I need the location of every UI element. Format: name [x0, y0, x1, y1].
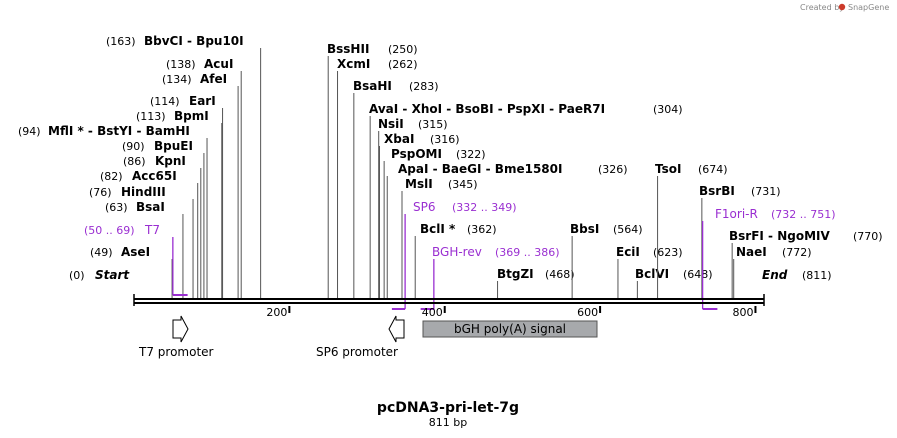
site-name-label: BsrFI - NgoMIV [729, 229, 830, 243]
site-name-label: XbaI [384, 132, 414, 146]
site-position-label: (90) [122, 140, 145, 153]
snapgene-logo-icon [838, 3, 846, 11]
site-position-label: (262) [388, 58, 418, 71]
feature-label-bgh-polya: bGH poly(A) signal [454, 322, 566, 336]
site-position-label: (772) [782, 246, 812, 259]
site-position-label: (345) [448, 178, 478, 191]
site-name-label: TsoI [655, 162, 681, 176]
site-name-label: BclI * [420, 222, 456, 236]
site-name-label: AvaI - XhoI - BsoBI - PspXI - PaeR7I [369, 102, 605, 116]
site-name-label: BtgZI [497, 267, 534, 281]
primer-name-label: BGH-rev [432, 245, 482, 259]
site-name-label: NaeI [736, 245, 767, 259]
sp6-promoter-arrow-icon [388, 315, 405, 343]
site-name-label: BsaI [136, 200, 165, 214]
primer-range-label: (332 .. 349) [452, 201, 517, 214]
site-position-label: (362) [467, 223, 497, 236]
site-position-label: (250) [388, 43, 418, 56]
site-position-label: (138) [166, 58, 196, 71]
primer-range-label: (732 .. 751) [771, 208, 836, 221]
feature-sp6-promoter: SP6 promoter [316, 315, 405, 359]
site-name-label: BsaHI [353, 79, 392, 93]
site-position-label: (326) [598, 163, 628, 176]
site-name-label: BclVI [635, 267, 669, 281]
primer-name-label: T7 [144, 223, 160, 237]
site-name-label: NsiI [378, 117, 404, 131]
site-position-label: (770) [853, 230, 883, 243]
site-position-label: (76) [89, 186, 112, 199]
site-name-label: EarI [189, 94, 216, 108]
site-name-label: KpnI [155, 154, 186, 168]
site-name-label: BpmI [174, 109, 209, 123]
site-name-label: HindIII [121, 185, 166, 199]
site-name-label: XcmI [337, 57, 370, 71]
t7-promoter-arrow-icon [172, 315, 189, 343]
site-position-label: (63) [105, 201, 128, 214]
site-name-label: BpuEI [154, 139, 193, 153]
ruler-tick-label: 200 [266, 306, 287, 319]
site-position-label: (163) [106, 35, 136, 48]
site-name-label: Start [95, 268, 130, 282]
feature-t7-promoter: T7 promoter [138, 315, 214, 359]
site-name-label: BbvCI - Bpu10I [144, 34, 244, 48]
map-length: 811 bp [429, 416, 467, 429]
primer-name-label: SP6 [413, 200, 436, 214]
bgh-polya-box [422, 320, 598, 338]
site-position-label: (82) [100, 170, 123, 183]
site-name-label: ApaI - BaeGI - Bme1580I [398, 162, 562, 176]
site-name-label: AseI [121, 245, 150, 259]
site-name-label: AfeI [200, 72, 227, 86]
ruler-tick-label: 600 [577, 306, 598, 319]
site-position-label: (283) [409, 80, 439, 93]
site-position-label: (674) [698, 163, 728, 176]
site-position-label: (86) [123, 155, 146, 168]
site-position-label: (811) [802, 269, 832, 282]
site-position-label: (315) [418, 118, 448, 131]
ruler-tick-label: 800 [732, 306, 753, 319]
site-position-label: (0) [69, 269, 85, 282]
site-name-label: PspOMI [391, 147, 442, 161]
primers: T7 (50 .. 69) SP6 (332 .. 349) BGH-rev (369 .… [84, 200, 836, 310]
site-position-label: (731) [751, 185, 781, 198]
map-title: pcDNA3-pri-let-7g [377, 400, 519, 416]
ruler: 200 400 600 800 [266, 306, 757, 319]
site-position-label: (114) [150, 95, 180, 108]
site-position-label: (623) [653, 246, 683, 259]
feature-label-t7-promoter: T7 promoter [138, 345, 214, 359]
site-position-label: (49) [90, 246, 113, 259]
site-position-label: (468) [545, 268, 575, 281]
brand: Created by SnapGene [800, 3, 889, 12]
site-position-label: (316) [430, 133, 460, 146]
feature-bgh-polya: bGH poly(A) signal [422, 320, 598, 338]
site-position-label: (304) [653, 103, 683, 116]
site-name-label: MslI [405, 177, 433, 191]
site-position-label: (648) [683, 268, 713, 281]
site-position-label: (94) [18, 125, 41, 138]
site-name-label: BssHII [327, 42, 369, 56]
site-name-label: EciI [616, 245, 640, 259]
site-name-label: BbsI [570, 222, 599, 236]
site-name-label: End [762, 268, 788, 282]
site-name-label: BsrBI [699, 184, 735, 198]
primer-range-label: (50 .. 69) [84, 224, 135, 237]
site-position-label: (134) [162, 73, 192, 86]
site-position-label: (113) [136, 110, 166, 123]
restriction-sites: Start (0) AseI (49) BsaI (63) HindIII (76) Acc65… [18, 34, 883, 298]
site-name-label: MflI * - BstYI - BamHI [48, 124, 190, 138]
brand-prefix: Created by [800, 3, 844, 12]
dna-backbone [133, 294, 765, 306]
brand-name: SnapGene [848, 3, 889, 12]
primer-name-label: F1ori-R [715, 207, 758, 221]
primer-range-label: (369 .. 386) [495, 246, 560, 259]
feature-label-sp6-promoter: SP6 promoter [316, 345, 398, 359]
site-name-label: Acc65I [132, 169, 177, 183]
site-name-label: AcuI [204, 57, 233, 71]
ruler-tick-label: 400 [422, 306, 443, 319]
site-position-label: (322) [456, 148, 486, 161]
site-position-label: (564) [613, 223, 643, 236]
